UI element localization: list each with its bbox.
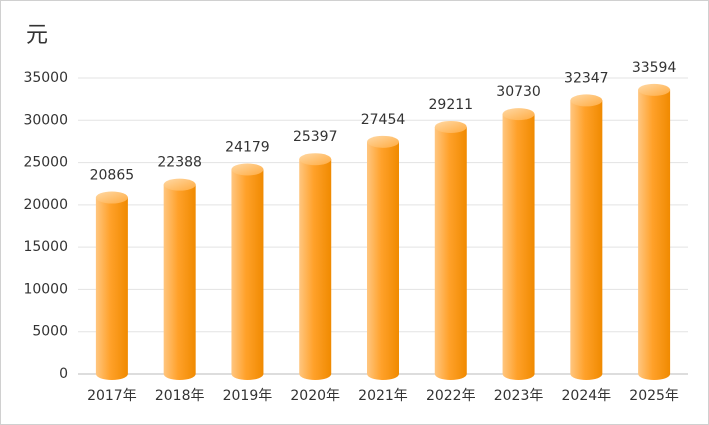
bar — [638, 89, 671, 380]
x-tick-label: 2024年 — [562, 388, 612, 404]
y-tick-label: 20000 — [23, 197, 68, 213]
value-label: 29211 — [429, 97, 474, 113]
x-tick-label: 2020年 — [290, 388, 340, 404]
x-tick-label: 2023年 — [494, 388, 544, 404]
y-tick-label: 25000 — [23, 155, 68, 171]
y-tick-label: 15000 — [23, 239, 68, 255]
y-tick-label: 30000 — [23, 112, 68, 128]
bar-cap — [95, 191, 128, 204]
bar-cap — [434, 120, 467, 133]
value-label: 22388 — [157, 155, 202, 171]
bar-cap — [367, 135, 399, 148]
x-tick-label: 2025年 — [629, 388, 679, 404]
bar — [367, 141, 399, 380]
bar-cap — [163, 178, 196, 191]
value-label: 27454 — [361, 112, 406, 128]
bar — [434, 126, 467, 380]
bar — [231, 169, 264, 380]
x-tick-label: 2019年 — [223, 388, 273, 404]
unit-label: 元 — [26, 23, 48, 48]
value-label: 24179 — [225, 140, 270, 156]
bar — [163, 184, 196, 380]
y-tick-label: 5000 — [32, 324, 68, 340]
value-label: 25397 — [293, 129, 338, 145]
x-tick-label: 2017年 — [87, 388, 137, 404]
bar — [95, 197, 128, 380]
bar-cap — [638, 83, 671, 96]
value-label: 20865 — [90, 168, 135, 184]
value-label: 30730 — [496, 84, 541, 100]
bar-cap — [231, 163, 264, 176]
bar-cap — [502, 108, 535, 121]
bar — [502, 114, 535, 380]
bar — [570, 100, 603, 380]
bar-cap — [570, 94, 603, 107]
x-tick-label: 2022年 — [426, 388, 476, 404]
bar — [299, 159, 332, 380]
y-tick-label: 10000 — [23, 281, 68, 297]
y-tick-label: 0 — [59, 366, 68, 382]
value-label: 32347 — [564, 70, 609, 86]
x-tick-label: 2021年 — [358, 388, 408, 404]
bar-cap — [299, 153, 332, 166]
value-label: 33594 — [632, 60, 677, 76]
y-tick-label: 35000 — [23, 70, 68, 86]
x-tick-label: 2018年 — [155, 388, 205, 404]
